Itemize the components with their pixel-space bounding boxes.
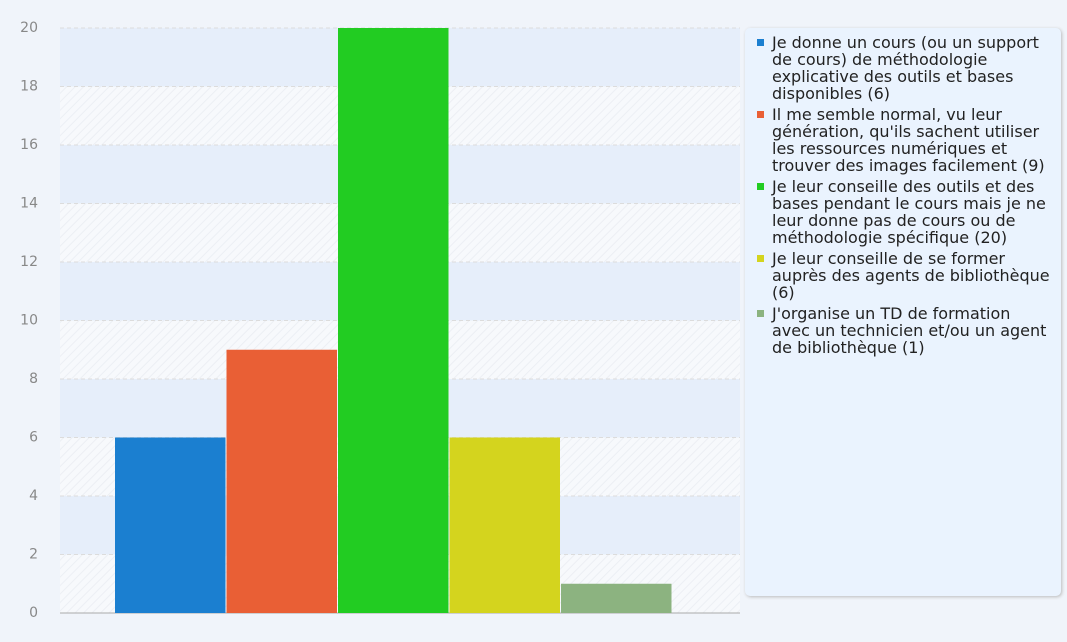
legend-label: Je leur conseille de se former auprès de… bbox=[772, 249, 1050, 302]
y-tick-label: 0 bbox=[29, 605, 38, 621]
legend-swatch bbox=[757, 310, 764, 317]
y-tick-label: 8 bbox=[29, 371, 38, 387]
y-tick-label: 4 bbox=[29, 488, 38, 504]
legend-swatch bbox=[757, 39, 764, 46]
y-tick-label: 10 bbox=[20, 313, 38, 329]
bar bbox=[115, 437, 226, 613]
legend-label: Je donne un cours (ou un support de cour… bbox=[772, 33, 1039, 103]
legend: Je donne un cours (ou un support de cour… bbox=[745, 28, 1061, 596]
y-tick-label: 16 bbox=[20, 137, 38, 153]
legend-item: Il me semble normal, vu leur génération,… bbox=[753, 106, 1053, 174]
legend-item: Je leur conseille des outils et des base… bbox=[753, 178, 1053, 246]
legend-swatch bbox=[757, 111, 764, 118]
legend-label: J'organise un TD de formation avec un te… bbox=[772, 304, 1047, 357]
bar bbox=[338, 28, 449, 613]
y-tick-label: 2 bbox=[29, 547, 38, 563]
bar bbox=[561, 583, 672, 613]
bar bbox=[449, 437, 560, 613]
legend-swatch bbox=[757, 183, 764, 190]
y-tick-label: 18 bbox=[20, 79, 38, 95]
y-tick-label: 14 bbox=[20, 196, 38, 212]
y-tick-label: 12 bbox=[20, 254, 38, 270]
y-tick-label: 20 bbox=[20, 20, 38, 36]
legend-swatch bbox=[757, 255, 764, 262]
y-tick-label: 6 bbox=[29, 430, 38, 446]
legend-item: Je leur conseille de se former auprès de… bbox=[753, 250, 1053, 301]
legend-item: J'organise un TD de formation avec un te… bbox=[753, 305, 1053, 356]
legend-label: Je leur conseille des outils et des base… bbox=[772, 177, 1046, 247]
legend-label: Il me semble normal, vu leur génération,… bbox=[772, 105, 1045, 175]
bar bbox=[226, 349, 337, 613]
legend-item: Je donne un cours (ou un support de cour… bbox=[753, 34, 1053, 102]
